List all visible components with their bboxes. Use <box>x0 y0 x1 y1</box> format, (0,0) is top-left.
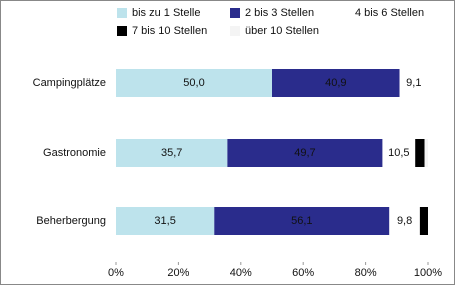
value-label: 9,8 <box>397 215 412 227</box>
x-tick-label: 60% <box>292 267 314 279</box>
bar-segment <box>116 139 228 167</box>
value-label: 50,0 <box>183 77 204 89</box>
legend-swatch <box>117 26 127 36</box>
value-label: 49,7 <box>294 147 315 159</box>
bar-segment <box>415 139 425 167</box>
legend-swatch <box>117 8 127 18</box>
value-label: 40,9 <box>325 77 346 89</box>
bar-segment <box>382 139 416 167</box>
bar-segment <box>116 69 272 97</box>
x-tick-label: 0% <box>108 267 124 279</box>
value-label: 35,7 <box>161 147 182 159</box>
bar-segment <box>272 69 400 97</box>
legend-swatch <box>230 8 240 18</box>
legend-label: 4 bis 6 Stellen <box>355 7 424 19</box>
legend-swatch <box>340 8 350 18</box>
bar-segment <box>419 207 428 235</box>
value-label: 31,5 <box>154 215 175 227</box>
legend-label: bis zu 1 Stelle <box>132 7 200 19</box>
bar-segment <box>214 207 390 235</box>
value-label: 9,1 <box>406 77 421 89</box>
category-label: Campingplätze <box>33 77 106 89</box>
legend-label: 7 bis 10 Stellen <box>132 25 207 37</box>
x-tick-label: 40% <box>230 267 252 279</box>
legend-label: 2 bis 3 Stellen <box>245 7 314 19</box>
legend-swatch <box>230 26 240 36</box>
value-label: 10,5 <box>388 147 409 159</box>
category-label: Beherbergung <box>36 215 106 227</box>
legend-label: über 10 Stellen <box>245 25 319 37</box>
bar-segment <box>424 139 428 167</box>
bar-segment <box>389 207 420 235</box>
category-label: Gastronomie <box>43 147 106 159</box>
bar-segment <box>399 69 428 97</box>
value-label: 56,1 <box>291 215 312 227</box>
x-tick-label: 80% <box>355 267 377 279</box>
bar-segment <box>227 139 383 167</box>
x-tick-label: 20% <box>167 267 189 279</box>
bar-segment <box>116 207 215 235</box>
x-tick-label: 100% <box>414 267 442 279</box>
